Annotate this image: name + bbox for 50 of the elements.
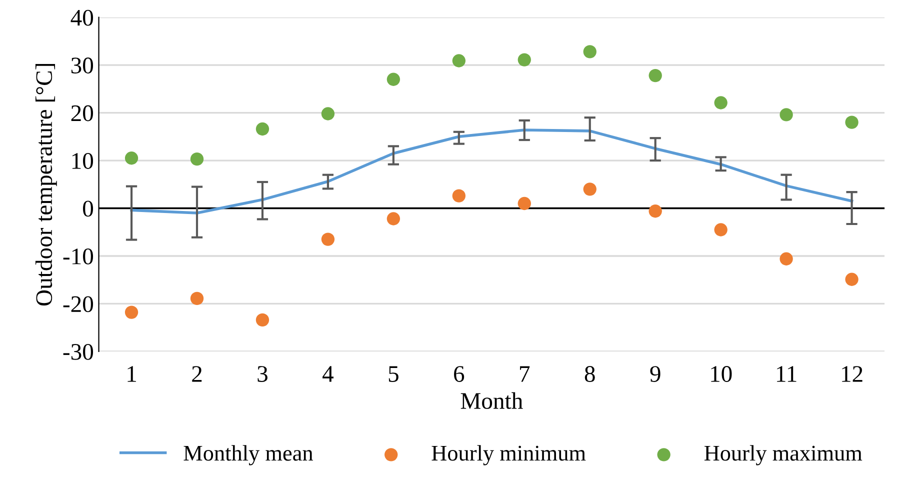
x-tick-label: 12 bbox=[842, 366, 862, 382]
x-tick-label: 1 bbox=[128, 366, 136, 382]
line-series bbox=[130, 128, 854, 214]
y-tick-label: 30 bbox=[71, 58, 94, 74]
x-tick-label: 11 bbox=[777, 366, 796, 382]
point bbox=[714, 223, 728, 236]
point bbox=[583, 182, 596, 196]
point bbox=[124, 306, 138, 319]
point bbox=[190, 152, 204, 166]
y-tick-label: 40 bbox=[70, 10, 94, 26]
point bbox=[780, 108, 793, 122]
point bbox=[452, 189, 466, 202]
point bbox=[386, 72, 400, 86]
point bbox=[190, 292, 204, 306]
point bbox=[648, 204, 662, 218]
point bbox=[518, 53, 531, 66]
point bbox=[648, 68, 662, 82]
point bbox=[714, 96, 728, 110]
x-axis-title: Month bbox=[460, 392, 523, 409]
point bbox=[321, 107, 335, 120]
legend-label: Hourly maximum bbox=[704, 445, 862, 466]
point bbox=[845, 116, 858, 129]
point bbox=[124, 152, 138, 165]
point bbox=[780, 252, 793, 266]
y-tick-label: -20 bbox=[63, 296, 94, 312]
point bbox=[321, 232, 335, 246]
y-axis-title: Outdoor temperature [°C] bbox=[35, 64, 57, 306]
legend-label: Monthly mean bbox=[184, 445, 313, 466]
x-tick-label: 3 bbox=[258, 366, 268, 382]
x-tick-label: 10 bbox=[711, 366, 732, 382]
x-tick-label: 4 bbox=[322, 366, 334, 382]
x-tick-label: 5 bbox=[388, 366, 398, 382]
point bbox=[452, 54, 466, 68]
y-tick-label: -30 bbox=[63, 344, 94, 360]
y-tick-label: -10 bbox=[63, 248, 94, 264]
x-tick-label: 2 bbox=[192, 366, 202, 382]
y-tick-label: 20 bbox=[71, 105, 94, 122]
x-tick-label: 9 bbox=[650, 366, 660, 382]
x-tick-label: 7 bbox=[520, 366, 530, 382]
point bbox=[386, 212, 400, 226]
point bbox=[256, 313, 270, 327]
y-tick-label: 0 bbox=[83, 200, 94, 217]
x-tick-label: 6 bbox=[454, 366, 464, 382]
y-tick-label: 10 bbox=[72, 153, 94, 169]
point bbox=[518, 196, 531, 210]
point bbox=[845, 272, 858, 286]
legend-label: Hourly minimum bbox=[432, 445, 586, 466]
x-tick-label: 8 bbox=[584, 366, 595, 382]
point bbox=[256, 122, 270, 136]
point bbox=[583, 45, 596, 58]
